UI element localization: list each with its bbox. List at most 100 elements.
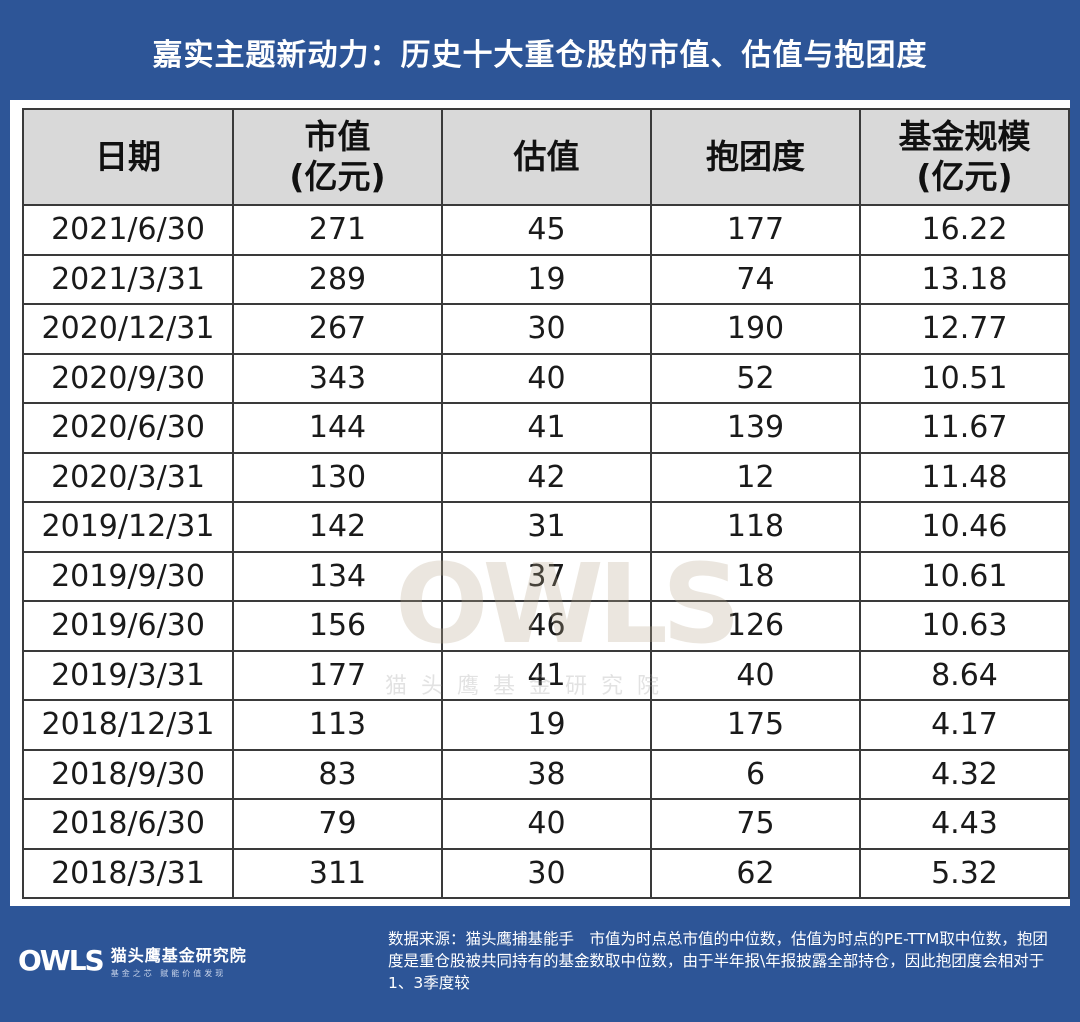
table-cell: 13.18 [859, 253, 1070, 305]
table-cell: 83 [232, 748, 443, 800]
table-cell: 40 [441, 352, 652, 404]
table-cell: 2018/3/31 [22, 847, 234, 899]
column-header: 市值 (亿元) [232, 108, 443, 206]
table-row: 2020/12/31 267 30 190 12.77 [22, 303, 1070, 355]
table-cell: 37 [441, 550, 652, 602]
table-row: 2018/3/31 311 30 62 5.32 [22, 847, 1070, 899]
table-cell: 2019/9/30 [22, 550, 234, 602]
table-row: 2019/9/30 134 37 18 10.61 [22, 550, 1070, 602]
column-header-label: 市值 [304, 117, 371, 156]
table-row: 2018/6/30 79 40 75 4.43 [22, 798, 1070, 850]
table-row: 2018/12/31 113 19 175 4.17 [22, 699, 1070, 751]
table-cell: 38 [441, 748, 652, 800]
table-cell: 2020/3/31 [22, 451, 234, 503]
table-cell: 2018/6/30 [22, 798, 234, 850]
table-row: 2019/6/30 156 46 126 10.63 [22, 600, 1070, 652]
table-cell: 134 [232, 550, 443, 602]
table-cell: 62 [650, 847, 861, 899]
table-cell: 118 [650, 501, 861, 553]
column-header-label: 基金规模 [898, 117, 1031, 156]
table-row: 2018/9/30 83 38 6 4.32 [22, 748, 1070, 800]
logo-name: 猫头鹰基金研究院 [110, 945, 247, 965]
table-cell: 52 [650, 352, 861, 404]
table-row: 2021/3/31 289 19 74 13.18 [22, 253, 1070, 305]
table-cell: 2020/6/30 [22, 402, 234, 454]
table-cell: 177 [232, 649, 443, 701]
owls-logo-icon: OWLS [18, 943, 105, 977]
table-cell: 126 [650, 600, 861, 652]
table-cell: 10.46 [859, 501, 1070, 553]
table-cell: 289 [232, 253, 443, 305]
table-cell: 2018/12/31 [22, 699, 234, 751]
table-cell: 311 [232, 847, 443, 899]
table-cell: 10.51 [859, 352, 1070, 404]
table-cell: 46 [441, 600, 652, 652]
table-cell: 40 [441, 798, 652, 850]
table-row: 2020/9/30 343 40 52 10.51 [22, 352, 1070, 404]
footer-logo: OWLS 猫头鹰基金研究院 基金之芯 赋能价值发现 [18, 940, 247, 980]
table-panel: 日期 市值 (亿元) 估值 抱团度 基金规模 (亿元) 2021/6/30 271 45 177 1… [10, 100, 1070, 906]
table-cell: 12 [650, 451, 861, 503]
table-cell: 2019/6/30 [22, 600, 234, 652]
table-cell: 40 [650, 649, 861, 701]
table-cell: 11.48 [859, 451, 1070, 503]
table-cell: 175 [650, 699, 861, 751]
table-cell: 16.22 [859, 204, 1070, 256]
table-cell: 5.32 [859, 847, 1070, 899]
table-cell: 10.63 [859, 600, 1070, 652]
table-cell: 156 [232, 600, 443, 652]
table-cell: 2021/6/30 [22, 204, 234, 256]
column-header-label: 抱团度 [706, 137, 805, 176]
logo-slogan: 基金之芯 赋能价值发现 [110, 968, 227, 978]
table-header-row: 日期 市值 (亿元) 估值 抱团度 基金规模 (亿元) [22, 108, 1070, 206]
table-cell: 45 [441, 204, 652, 256]
table-cell: 6 [650, 748, 861, 800]
page-title: 嘉实主题新动力：历史十大重仓股的市值、估值与抱团度 [152, 38, 928, 73]
table-cell: 177 [650, 204, 861, 256]
table-cell: 31 [441, 501, 652, 553]
column-header: 抱团度 [650, 108, 861, 206]
table-cell: 343 [232, 352, 443, 404]
table-cell: 144 [232, 402, 443, 454]
table-cell: 41 [441, 402, 652, 454]
table-row: 2020/3/31 130 42 12 11.48 [22, 451, 1070, 503]
table-row: 2019/3/31 177 41 40 8.64 [22, 649, 1070, 701]
table-cell: 74 [650, 253, 861, 305]
table-cell: 130 [232, 451, 443, 503]
table-row: 2020/6/30 144 41 139 11.67 [22, 402, 1070, 454]
column-header-unit: (亿元) [289, 157, 386, 196]
table-cell: 8.64 [859, 649, 1070, 701]
table-cell: 271 [232, 204, 443, 256]
column-header: 日期 [22, 108, 234, 206]
table-body: 2021/6/30 271 45 177 16.22 2021/3/31 289 19 74 13… [22, 204, 1070, 899]
table-cell: 30 [441, 303, 652, 355]
table-cell: 2019/12/31 [22, 501, 234, 553]
column-header-label: 估值 [513, 137, 580, 176]
table-cell: 2020/9/30 [22, 352, 234, 404]
table-cell: 75 [650, 798, 861, 850]
table-cell: 4.32 [859, 748, 1070, 800]
column-header-unit: (亿元) [916, 157, 1013, 196]
table-cell: 142 [232, 501, 443, 553]
table-cell: 11.67 [859, 402, 1070, 454]
table-cell: 2019/3/31 [22, 649, 234, 701]
column-header: 估值 [441, 108, 652, 206]
table-cell: 19 [441, 699, 652, 751]
table-cell: 2018/9/30 [22, 748, 234, 800]
table-cell: 267 [232, 303, 443, 355]
table-cell: 42 [441, 451, 652, 503]
table-cell: 139 [650, 402, 861, 454]
table-cell: 4.17 [859, 699, 1070, 751]
table-cell: 19 [441, 253, 652, 305]
table-row: 2019/12/31 142 31 118 10.46 [22, 501, 1070, 553]
table-cell: 79 [232, 798, 443, 850]
table-cell: 2021/3/31 [22, 253, 234, 305]
data-source-note: 数据来源：猫头鹰捕基能手 市值为时点总市值的中位数，估值为时点的PE-TTM取中… [388, 930, 1048, 992]
table-cell: 2020/12/31 [22, 303, 234, 355]
table-cell: 41 [441, 649, 652, 701]
table-cell: 12.77 [859, 303, 1070, 355]
holdings-table: 日期 市值 (亿元) 估值 抱团度 基金规模 (亿元) 2021/6/30 271 45 177 1… [22, 108, 1070, 899]
table-row: 2021/6/30 271 45 177 16.22 [22, 204, 1070, 256]
table-cell: 113 [232, 699, 443, 751]
table-cell: 4.43 [859, 798, 1070, 850]
